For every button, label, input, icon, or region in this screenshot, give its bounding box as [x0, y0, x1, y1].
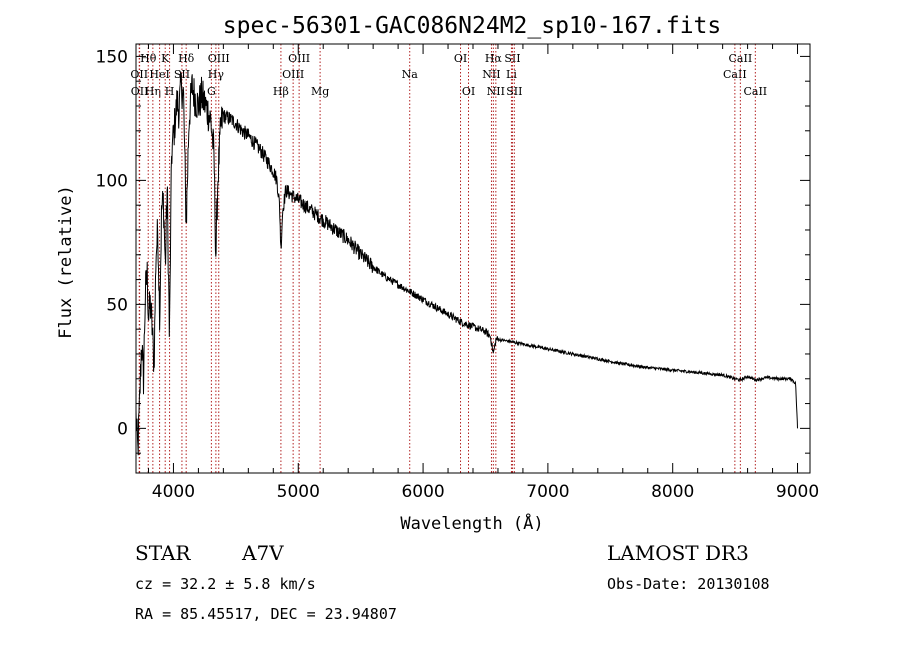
line-marker-label: Hγ — [208, 68, 225, 81]
x-axis-label: Wavelength (Å) — [400, 512, 543, 534]
line-marker-label: CaII — [729, 52, 753, 65]
y-axis: 0 50 100 150 — [96, 47, 810, 454]
line-marker-label: SII — [174, 68, 190, 81]
x-tick-label: 8000 — [651, 482, 694, 502]
y-tick-label: 0 — [117, 419, 128, 439]
line-marker-label: NII — [487, 85, 505, 98]
line-marker-label: Li — [506, 68, 517, 81]
x-tick-label: 7000 — [526, 482, 569, 502]
object-subclass: A7V — [241, 541, 284, 565]
line-marker-label: Hβ — [273, 85, 289, 98]
line-marker-label: Na — [402, 68, 419, 81]
y-tick-label: 100 — [96, 171, 128, 191]
spectrum-line — [135, 71, 798, 456]
y-tick-label: 150 — [96, 47, 128, 67]
line-marker-label: OIII — [208, 52, 230, 65]
line-marker-label: OIII — [288, 52, 310, 65]
line-marker-label: SII — [506, 85, 522, 98]
x-tick-label: 4000 — [152, 482, 195, 502]
redshift-text: cz = 32.2 ± 5.8 km/s — [135, 575, 316, 593]
line-marker-label: OI — [454, 52, 467, 65]
line-marker-label: H — [165, 85, 175, 98]
line-marker-label: Hθ — [140, 52, 157, 65]
line-marker-label: K — [161, 52, 170, 65]
line-marker-label: Hα — [485, 52, 503, 65]
line-marker-label: Hη — [145, 85, 161, 98]
chart-title: spec-56301-GAC086N24M2_sp10-167.fits — [223, 13, 722, 39]
plot-frame — [135, 43, 811, 474]
line-marker-label: CaII — [743, 85, 767, 98]
line-marker-label: NII — [482, 68, 500, 81]
obs-date-text: Obs-Date: 20130108 — [607, 575, 770, 593]
x-tick-label: 5000 — [277, 482, 320, 502]
line-marker-label: OI — [462, 85, 475, 98]
line-marker-label: CaII — [723, 68, 747, 81]
line-marker-label: OII — [131, 85, 149, 98]
line-marker-label: SII — [504, 52, 520, 65]
y-axis-label: Flux (relative) — [56, 185, 76, 339]
line-markers: OII OII Hθ Hη HeI K H SII Hδ G Hγ OIII Hβ OIII OIII Mg N… — [130, 44, 767, 473]
line-marker-label: OII — [130, 68, 148, 81]
coordinates-text: RA = 85.45517, DEC = 23.94807 — [135, 605, 397, 623]
object-class: STAR — [135, 541, 191, 565]
x-axis: 4000 5000 6000 7000 8000 9000 — [147, 44, 819, 502]
line-marker-label: HeI — [149, 68, 169, 81]
line-marker-label: Mg — [311, 85, 329, 98]
line-marker-label: G — [207, 85, 216, 98]
survey-name: LAMOST DR3 — [607, 541, 749, 565]
line-marker-label: OIII — [282, 68, 304, 81]
x-tick-label: 6000 — [401, 482, 444, 502]
line-marker-label: Hδ — [178, 52, 195, 65]
y-tick-label: 50 — [106, 295, 128, 315]
x-tick-label: 9000 — [776, 482, 819, 502]
